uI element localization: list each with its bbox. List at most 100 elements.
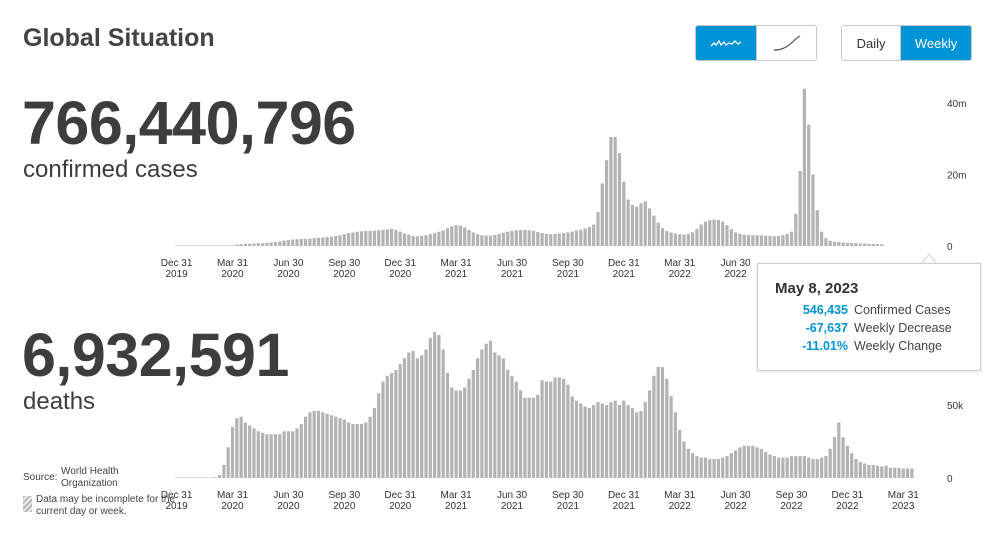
deaths-x-tick-label: Jun 30	[497, 490, 527, 501]
deaths-x-tick-label: Sep 30	[776, 490, 808, 501]
cases-bar	[600, 183, 604, 246]
cases-x-tick-label: Jun 30	[721, 258, 751, 269]
deaths-bar	[519, 390, 523, 478]
deaths-x-tick-label: Dec 31	[161, 490, 193, 501]
cases-bar	[544, 233, 548, 246]
cases-bar	[609, 136, 613, 246]
deaths-x-tick-label: Mar 31	[888, 490, 920, 501]
hatched-swatch-icon	[23, 496, 32, 512]
deaths-x-tick-label: 2019	[165, 501, 188, 512]
cases-x-tick-label: 2020	[333, 269, 356, 280]
tooltip-percent-label: Weekly Change	[854, 339, 943, 353]
cases-bar	[850, 243, 854, 246]
deaths-bar	[192, 477, 196, 478]
deaths-bar	[484, 343, 488, 478]
cases-bar	[278, 241, 282, 246]
cases-bar	[617, 153, 622, 246]
deaths-bar	[385, 375, 389, 478]
cases-bar	[351, 232, 355, 246]
cases-x-tick-label: Sep 30	[552, 258, 584, 269]
deaths-bar	[557, 377, 561, 478]
cases-bar	[471, 232, 475, 246]
daily-button[interactable]: Daily	[842, 26, 901, 60]
cases-x-tick-label: Dec 31	[608, 258, 640, 269]
cumulative-curve-icon	[773, 35, 801, 51]
cases-bar	[325, 237, 329, 246]
cases-bar	[458, 225, 462, 246]
deaths-x-tick-label: Sep 30	[552, 490, 584, 501]
cases-bar	[411, 235, 415, 246]
deaths-bar	[652, 375, 656, 478]
cases-bar	[841, 242, 845, 247]
cases-bar	[566, 232, 570, 246]
deaths-bar	[777, 457, 781, 478]
cases-bar	[721, 221, 725, 246]
sparkline-icon	[710, 39, 742, 47]
cases-bar	[613, 136, 617, 246]
cases-bar	[398, 231, 402, 246]
deaths-bar	[273, 434, 278, 478]
deaths-bar	[837, 422, 841, 478]
deaths-bar	[230, 426, 235, 478]
cases-bar	[669, 232, 673, 246]
deaths-bar	[562, 378, 566, 478]
cumulative-view-button[interactable]	[756, 26, 816, 60]
deaths-bar	[746, 445, 751, 478]
tooltip-change-label: Weekly Decrease	[854, 321, 952, 335]
deaths-bar	[703, 457, 708, 478]
deaths-bar	[768, 454, 772, 478]
deaths-bar	[501, 358, 505, 478]
cases-bar	[312, 238, 316, 246]
cases-bar	[643, 201, 647, 246]
deaths-bar	[686, 448, 690, 478]
cases-bar	[445, 228, 450, 247]
weekly-bars-view-button[interactable]	[696, 26, 757, 60]
cases-bar	[871, 243, 875, 246]
deaths-bar	[699, 457, 703, 478]
cases-bar	[716, 219, 720, 246]
cases-bar	[187, 245, 192, 246]
cases-bar	[742, 234, 746, 246]
cases-bar	[282, 240, 286, 246]
deaths-bar	[398, 364, 402, 478]
deaths-x-tick-label: Mar 31	[664, 490, 696, 501]
deaths-bar	[888, 467, 892, 478]
cases-bar	[626, 199, 630, 247]
deaths-bar	[347, 422, 351, 478]
source-link[interactable]: World Health Organization	[61, 466, 119, 489]
deaths-bar	[458, 390, 462, 478]
cases-bar	[265, 242, 269, 246]
deaths-bar	[583, 406, 587, 478]
deaths-bar	[841, 437, 845, 478]
weekly-button[interactable]: Weekly	[900, 26, 971, 60]
cases-x-tick-label: Mar 31	[664, 258, 696, 269]
deaths-bar	[738, 447, 742, 478]
cases-bar	[218, 245, 222, 246]
deaths-x-tick-label: 2022	[724, 501, 747, 512]
cases-bar	[768, 235, 772, 246]
cases-bar	[815, 210, 819, 246]
cases-bar	[394, 229, 398, 246]
deaths-x-tick-label: Sep 30	[328, 490, 360, 501]
deaths-x-tick-label: 2020	[389, 501, 412, 512]
deaths-bar	[364, 422, 368, 478]
cases-bar	[334, 235, 338, 246]
deaths-bar	[734, 450, 738, 478]
cases-bar	[562, 233, 566, 246]
cases-bar	[845, 242, 849, 246]
deaths-bar	[626, 405, 630, 478]
cases-x-tick-label: Dec 31	[161, 258, 193, 269]
deaths-bar	[592, 405, 596, 478]
chart-mode-toggle	[695, 25, 817, 61]
cases-bar	[192, 245, 196, 246]
deaths-bar	[596, 402, 600, 478]
deaths-bar	[506, 369, 510, 478]
deaths-bar	[394, 369, 398, 478]
cases-bar	[875, 244, 880, 246]
cases-bar	[531, 230, 536, 247]
cases-bar	[570, 231, 574, 246]
cases-bar	[480, 235, 484, 247]
cases-bar	[557, 233, 561, 246]
deaths-bar	[510, 375, 514, 478]
